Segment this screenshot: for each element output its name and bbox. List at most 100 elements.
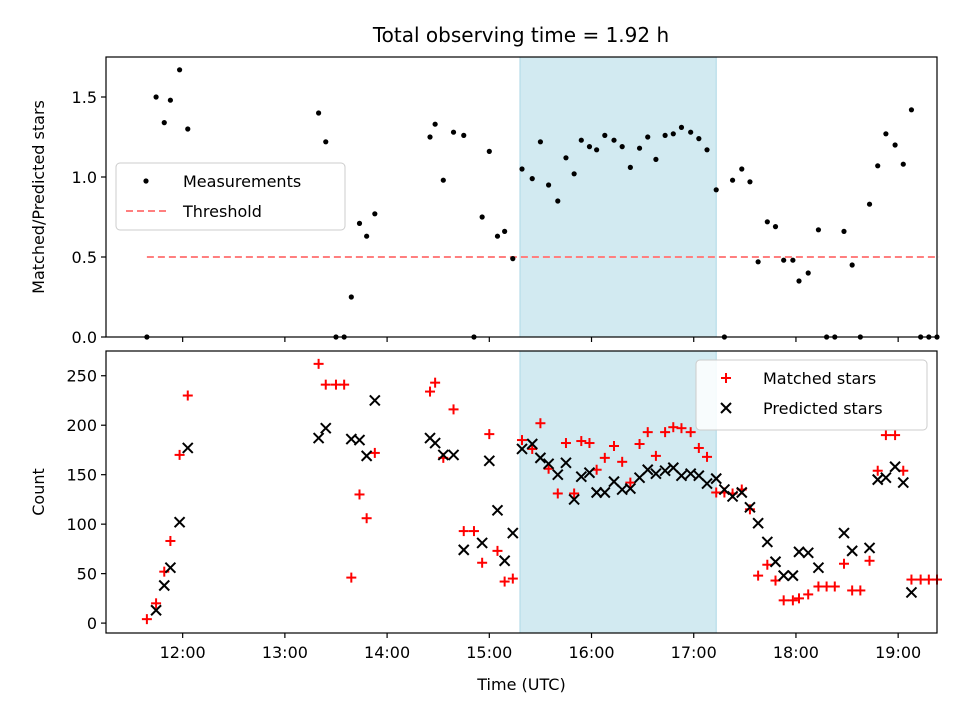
matched-star-point [762,559,773,570]
predicted-star-point [542,458,555,470]
measurement-point [537,139,544,145]
measurement-point [627,164,633,170]
measurement-point [755,259,761,265]
matched-star-point [517,435,528,446]
x-tick-label: 14:00 [364,643,410,662]
y-tick-label: 100 [66,515,97,534]
predicted-star-point [744,501,756,514]
shaded-observation-span [519,56,717,338]
measurement-point [316,110,322,116]
measurement-point [364,233,370,239]
predicted-star-point [642,464,654,476]
predicted-star-point [447,449,460,461]
measurement-point [908,107,915,113]
y-tick-label: 1.0 [72,168,97,187]
predicted-star-point [889,461,901,473]
predicted-star-point [476,537,488,549]
measurement-point [578,137,584,143]
predicted-star-point [736,486,748,499]
matched-star-point [660,427,671,438]
predicted-star-point [164,561,177,574]
predicted-star-point [777,569,790,582]
legend-box [115,162,346,231]
shaded-observation-span [519,350,717,634]
predicted-star-point [568,493,580,506]
x-tick-label: 19:00 [875,643,921,662]
matched-star-point [151,598,162,609]
legend-label: Predicted stars [763,399,883,418]
predicted-star-point [498,555,511,567]
measurement-point [461,132,467,138]
matched-star-point [609,440,620,451]
matched-star-point [702,451,713,462]
measurement-point [602,132,608,138]
matched-star-point [634,439,645,450]
matched-star-point [744,504,755,515]
measurement-point [323,139,329,145]
series-predicted-stars [150,394,918,616]
matched-star-point [354,489,365,500]
measurement-point [900,161,906,167]
measurement-point [696,136,702,142]
matched-star-point [778,595,789,606]
predicted-star-point [802,547,814,559]
predicted-star-point [312,432,325,444]
measurement-point [739,166,745,172]
measurement-point [494,233,501,239]
legend-marker-predicted [720,402,732,414]
legend-label: Measurements [183,172,301,191]
predicted-star-point [701,477,713,490]
measurement-point [678,124,685,130]
measurement-point [432,121,438,127]
matched-star-point [535,418,546,429]
measurement-point [747,179,753,185]
y-tick-label: 50 [77,565,97,584]
matched-star-point [182,390,193,401]
measurement-point [440,177,446,183]
legend-box [695,359,928,431]
y-axis-label: Matched/Predicted stars [29,100,48,294]
bottom-panel: 0 50 100 150 200 250 12:00 13:00 14:00 15:00 16:00… [29,350,942,694]
measurement-point [356,220,363,226]
predicted-star-point [491,504,504,517]
predicted-star-point [880,471,892,484]
predicted-star-point [353,434,366,446]
measurement-point [185,126,191,132]
measurement-point [815,227,822,233]
matched-star-point [872,465,883,476]
predicted-star-point [483,455,496,467]
measurement-point [875,163,881,169]
predicted-star-point [838,527,850,539]
measurement-point [796,278,802,284]
measurement-point [529,176,535,182]
measurement-point [563,155,569,161]
predicted-star-point [812,561,825,574]
matched-star-point [584,438,595,449]
predicted-star-point [429,437,441,449]
matched-star-point [693,442,704,453]
measurement-point [348,294,354,300]
legend-marker-measurements [143,178,149,184]
matched-star-point [599,452,610,463]
matched-star-point [864,555,875,566]
measurement-point [545,182,552,188]
axes-frame [105,350,938,634]
matched-star-point [361,513,372,524]
measurement-point [729,177,736,183]
predicted-star-point [905,586,918,599]
predicted-star-point [863,542,876,554]
matched-star-point [676,423,687,434]
matched-star-point [617,456,628,467]
predicted-star-point [534,452,547,464]
y-tick-label: 0 [87,614,97,633]
predicted-star-point [787,569,799,582]
measurement-point [781,257,787,263]
legend-label: Threshold [182,202,262,221]
matched-star-point [477,557,488,568]
x-tick-label: 15:00 [466,643,512,662]
measurement-point [479,214,485,220]
matched-star-point [803,589,814,600]
measurement-point [502,228,508,234]
matched-star-point [880,430,891,441]
predicted-star-point [726,490,739,503]
